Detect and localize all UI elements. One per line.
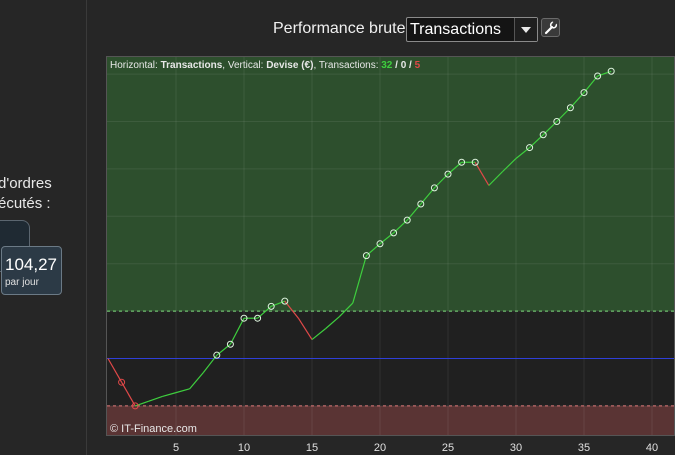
x-tick-label: 5 xyxy=(173,442,179,454)
chart-info-bar: Horizontal: Transactions, Vertical: Devi… xyxy=(110,60,421,71)
equity-segment xyxy=(175,388,190,394)
trade-marker xyxy=(526,144,534,152)
trade-marker xyxy=(254,314,262,322)
trade-marker xyxy=(430,184,438,192)
trade-marker xyxy=(240,314,248,322)
orders-per-day-value: 104,27 xyxy=(5,255,57,274)
equity-segment xyxy=(107,358,123,383)
watermark: © IT-Finance.com xyxy=(110,423,197,435)
trade-marker xyxy=(417,200,425,208)
trade-marker xyxy=(213,351,221,359)
equity-segment xyxy=(597,70,612,77)
trade-marker xyxy=(118,378,126,386)
equity-segment xyxy=(189,372,204,390)
equity-segment xyxy=(352,255,367,304)
trade-marker xyxy=(444,170,452,178)
info-vertical-label: , Vertical: xyxy=(222,60,266,71)
trade-marker xyxy=(281,297,289,305)
x-tick-label: 20 xyxy=(374,442,386,454)
trade-marker xyxy=(131,402,139,410)
equity-segment xyxy=(474,161,490,186)
settings-button[interactable] xyxy=(541,18,560,37)
info-transactions-label: , Transactions: xyxy=(313,60,381,71)
trade-marker xyxy=(580,89,588,97)
trade-marker xyxy=(376,240,384,248)
trade-marker xyxy=(226,340,234,348)
trade-marker xyxy=(594,72,602,80)
trade-marker xyxy=(539,131,547,139)
equity-segment xyxy=(202,354,218,374)
x-tick-label: 10 xyxy=(238,442,250,454)
equity-segment xyxy=(488,171,503,186)
loss-zone xyxy=(107,405,674,435)
equity-segment xyxy=(148,395,163,402)
equity-segment xyxy=(311,328,326,341)
equity-segment xyxy=(420,187,435,205)
x-tick-label: 30 xyxy=(510,442,522,454)
equity-segment xyxy=(406,203,422,221)
equity-segment xyxy=(297,317,313,340)
trade-marker xyxy=(403,216,411,224)
profit-zone xyxy=(107,57,674,312)
wrench-icon xyxy=(544,20,558,35)
chevron-down-icon xyxy=(521,27,531,33)
info-wins-count: 32 xyxy=(381,60,393,71)
orders-executed-label: d'ordres écutés : xyxy=(0,175,52,212)
trade-marker xyxy=(458,158,466,166)
equity-segment xyxy=(338,302,354,318)
info-vertical-value: Devise (€) xyxy=(266,60,313,71)
view-select-toggle[interactable] xyxy=(514,18,537,41)
orders-per-day-unit: par jour xyxy=(5,277,39,288)
info-neutral-count: 0 xyxy=(401,60,407,71)
equity-segment xyxy=(162,392,177,397)
info-losses-count: 5 xyxy=(415,60,421,71)
info-sep-2: / xyxy=(406,60,414,71)
equity-segment xyxy=(325,316,340,330)
x-tick-label: 35 xyxy=(578,442,590,454)
equity-segment xyxy=(229,317,245,345)
performance-title: Performance brute xyxy=(273,20,406,37)
equity-segment xyxy=(121,381,136,407)
info-sep-1: / xyxy=(392,60,400,71)
view-select[interactable]: Transactions xyxy=(406,17,538,42)
trade-marker xyxy=(390,229,398,237)
equity-segment xyxy=(583,75,599,93)
equity-segment xyxy=(135,400,149,407)
equity-segment xyxy=(270,300,286,307)
info-horizontal-label: Horizontal: xyxy=(110,60,161,71)
x-tick-label: 15 xyxy=(306,442,318,454)
x-tick-label: 25 xyxy=(442,442,454,454)
view-select-value: Transactions xyxy=(410,21,501,38)
orders-per-day-box: 104,27 par jour xyxy=(1,246,62,295)
trade-marker xyxy=(607,67,615,75)
left-panel: d'ordres écutés : 104,27 par jour xyxy=(0,0,87,455)
trade-marker xyxy=(267,302,275,310)
info-horizontal-value: Transactions xyxy=(161,60,223,71)
trade-marker xyxy=(471,158,479,166)
x-tick-label: 40 xyxy=(646,442,658,454)
trade-marker xyxy=(362,252,370,260)
trade-marker xyxy=(566,104,574,112)
equity-segment xyxy=(284,300,299,319)
trade-marker xyxy=(553,118,561,125)
equity-segment xyxy=(501,158,517,173)
